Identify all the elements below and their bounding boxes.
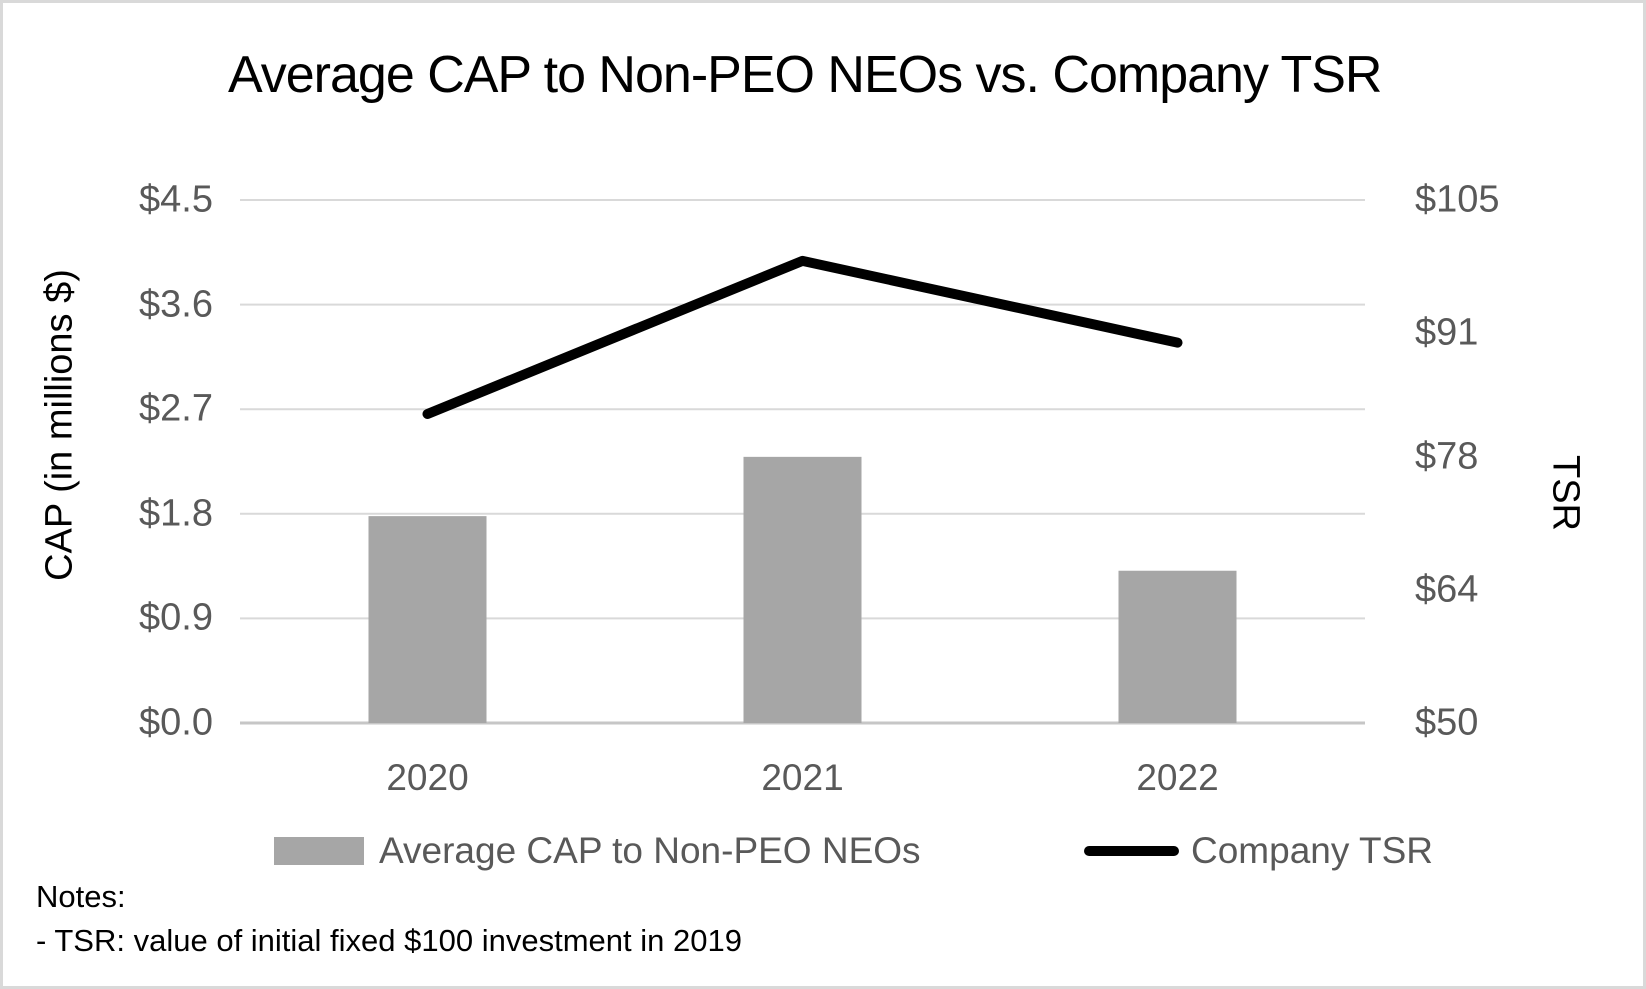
legend-label-tsr: Company TSR — [1191, 830, 1433, 871]
notes-heading: Notes: — [36, 879, 126, 914]
notes-block: Notes: - TSR: value of initial fixed $10… — [36, 875, 742, 963]
bar-2022 — [1118, 570, 1237, 723]
left-tick-$2.7: $2.7 — [139, 387, 213, 430]
chart-title: Average CAP to Non-PEO NEOs vs. Company … — [228, 46, 1382, 104]
plot-area — [240, 199, 1365, 725]
left-axis-title: CAP (in millions $) — [38, 269, 81, 581]
notes-line: - TSR: value of initial fixed $100 inves… — [36, 923, 742, 958]
tsr-line — [422, 255, 1183, 419]
x-tick-2022: 2022 — [1136, 757, 1219, 798]
x-tick-2021: 2021 — [761, 757, 844, 798]
right-axis-title: TSR — [1544, 455, 1587, 531]
left-tick-$1.8: $1.8 — [139, 492, 213, 535]
right-tick-$78: $78 — [1415, 435, 1479, 478]
left-tick-$3.6: $3.6 — [139, 283, 213, 326]
left-tick-$4.5: $4.5 — [139, 178, 213, 221]
right-tick-$64: $64 — [1415, 568, 1479, 611]
legend-item-tsr: Company TSR — [1084, 830, 1433, 872]
x-tick-2020: 2020 — [386, 757, 469, 798]
legend-label-cap: Average CAP to Non-PEO NEOs — [379, 830, 921, 871]
right-tick-$105: $105 — [1415, 178, 1500, 221]
bar-2020 — [368, 516, 487, 723]
left-tick-$0.9: $0.9 — [139, 596, 213, 639]
line-series-swatch — [1084, 846, 1179, 856]
legend-item-cap: Average CAP to Non-PEO NEOs — [274, 830, 921, 872]
bar-series-swatch — [274, 837, 364, 865]
right-tick-$50: $50 — [1415, 701, 1479, 744]
right-tick-$91: $91 — [1415, 311, 1479, 354]
left-tick-$0.0: $0.0 — [139, 701, 213, 744]
bar-2021 — [743, 456, 862, 723]
